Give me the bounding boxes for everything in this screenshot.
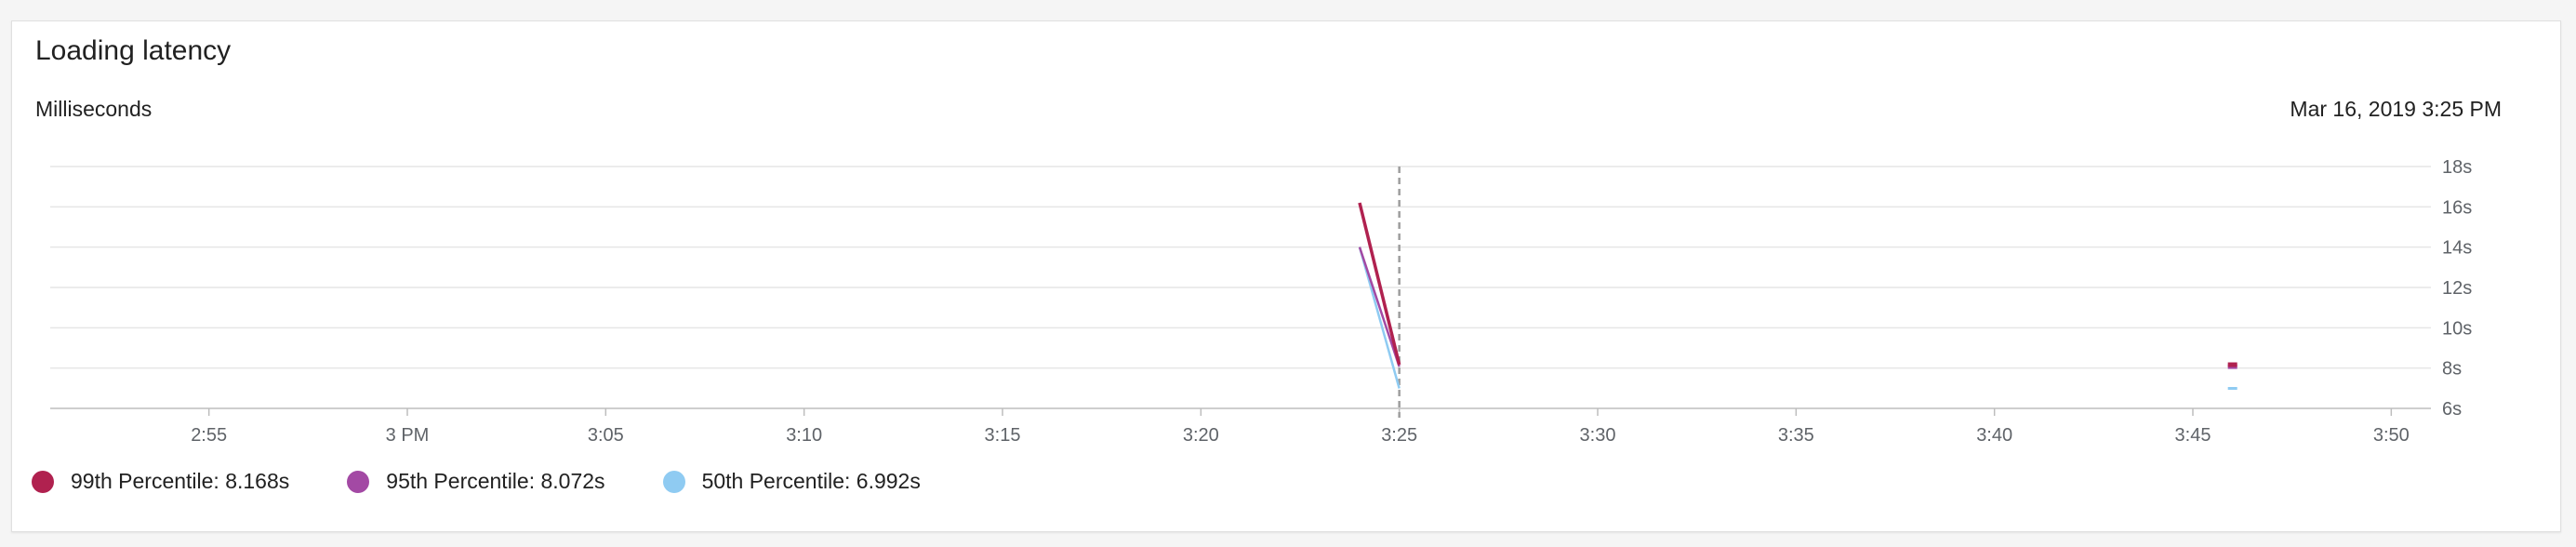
y-tick-label-18s: 18s bbox=[2442, 157, 2472, 178]
x-tick-label-3:40: 3:40 bbox=[1976, 425, 2012, 446]
x-axis: 2:55 3 PM 3:05 3:10 3:15 3:20 3:25 3:30 3:35 3:40… bbox=[191, 408, 2410, 446]
legend-item-p99[interactable]: 99th Percentile: 8.168s bbox=[32, 469, 289, 494]
x-tick-label-3:20: 3:20 bbox=[1183, 425, 1219, 446]
chart-legend: 99th Percentile: 8.168s 95th Percentile:… bbox=[32, 469, 978, 494]
y-tick-label-8s: 8s bbox=[2442, 359, 2462, 380]
y-tick-label-14s: 14s bbox=[2442, 238, 2472, 259]
series-line-99th-percentile bbox=[1358, 202, 1401, 366]
legend-label-p95: 95th Percentile: 8.072s bbox=[386, 469, 605, 493]
y-axis: 6s 8s 10s 12s 14s 16s 18s bbox=[2442, 157, 2472, 420]
legend-dot-p95 bbox=[347, 470, 370, 493]
legend-label-p50: 50th Percentile: 6.992s bbox=[701, 469, 921, 493]
x-tick-label-3:50: 3:50 bbox=[2373, 425, 2410, 446]
y-tick-label-6s: 6s bbox=[2442, 399, 2462, 420]
x-tick-label-2:55: 2:55 bbox=[191, 425, 227, 446]
unit-label: Milliseconds bbox=[35, 97, 153, 121]
x-tick-label-3:05: 3:05 bbox=[588, 425, 624, 446]
series-line-95th-percentile bbox=[1358, 247, 1401, 367]
cursor-timestamp: Mar 16, 2019 3:25 PM bbox=[2290, 97, 2502, 121]
chart-title: Loading latency bbox=[35, 35, 232, 66]
grid-layer bbox=[50, 166, 2431, 409]
legend-dot-p99 bbox=[32, 470, 54, 493]
x-tick-label-3:45: 3:45 bbox=[2175, 425, 2211, 446]
x-tick-label-3:10: 3:10 bbox=[786, 425, 822, 446]
latency-card bbox=[11, 20, 2561, 532]
x-tick-label-3 PM: 3 PM bbox=[386, 425, 430, 446]
x-tick-label-3:15: 3:15 bbox=[985, 425, 1021, 446]
x-tick-label-3:30: 3:30 bbox=[1580, 425, 1616, 446]
series-layer bbox=[1358, 202, 2237, 391]
legend-item-p50[interactable]: 50th Percentile: 6.992s bbox=[662, 469, 921, 494]
legend-item-p95[interactable]: 95th Percentile: 8.072s bbox=[347, 469, 605, 494]
x-tick-label-3:25: 3:25 bbox=[1381, 425, 1417, 446]
legend-dot-p50 bbox=[662, 470, 685, 493]
legend-label-p99: 99th Percentile: 8.168s bbox=[71, 469, 290, 493]
y-tick-label-16s: 16s bbox=[2442, 197, 2472, 218]
y-tick-label-10s: 10s bbox=[2442, 318, 2472, 339]
latency-chart[interactable]: 2:55 3 PM 3:05 3:10 3:15 3:20 3:25 3:30 3:35 3:40… bbox=[0, 0, 2576, 456]
x-tick-label-3:35: 3:35 bbox=[1778, 425, 1814, 446]
y-tick-label-12s: 12s bbox=[2442, 278, 2472, 299]
